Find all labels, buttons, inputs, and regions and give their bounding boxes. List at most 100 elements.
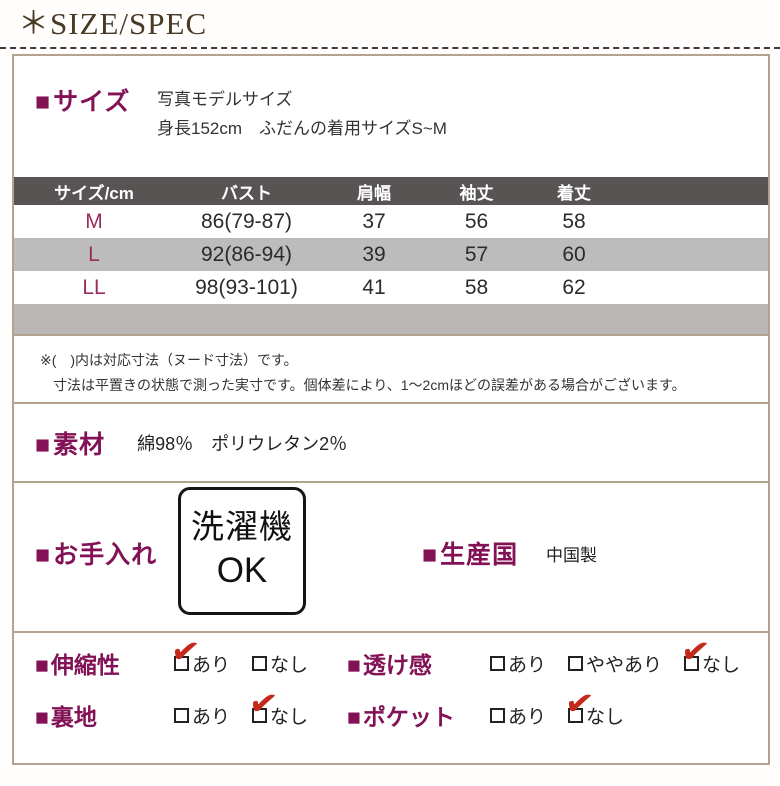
cell-shoulder: 37 <box>362 209 386 233</box>
size-section: ■サイズ 写真モデルサイズ 身長152cm ふだんの着用サイズS~M <box>14 56 768 177</box>
option-label: なし <box>270 706 309 728</box>
table-row: LL 98(93-101) 41 58 62 <box>14 271 768 304</box>
origin-label-text: 生産国 <box>440 541 519 569</box>
sheer-label: ■透け感 <box>347 646 490 680</box>
model-info: 写真モデルサイズ 身長152cm ふだんの着用サイズS~M <box>157 82 447 177</box>
red-checkmark-icon: ✔ <box>562 682 597 725</box>
cell-bust: 86(79-87) <box>200 209 293 233</box>
option-label: あり <box>508 706 547 728</box>
cell-shoulder: 41 <box>362 275 386 299</box>
cell-size: LL <box>82 275 106 299</box>
spec-box: ■サイズ 写真モデルサイズ 身長152cm ふだんの着用サイズS~M サイズ/c… <box>12 54 770 765</box>
material-value: 綿98％ ポリウレタン2％ <box>137 433 348 454</box>
cell-length: 58 <box>562 209 586 233</box>
square-bullet-icon: ■ <box>35 88 52 116</box>
option-lining-ari: ✔ あり <box>174 702 230 729</box>
stretch-label: ■伸縮性 <box>35 646 174 680</box>
red-checkmark-icon: ✔ <box>168 630 203 673</box>
model-info-line2: 身長152cm ふだんの着用サイズS~M <box>157 119 447 138</box>
size-section-label: ■サイズ <box>35 82 157 177</box>
cell-sleeve: 56 <box>464 209 489 233</box>
care-label-text: お手入れ <box>53 541 158 569</box>
cell-size: M <box>85 209 103 233</box>
size-spec-page: ＊SIZE/SPEC ■サイズ 写真モデルサイズ 身長152cm ふだんの着用サ… <box>0 6 780 765</box>
material-label-text: 素材 <box>53 430 106 459</box>
square-bullet-icon: ■ <box>347 704 361 730</box>
cell-shoulder: 39 <box>362 242 386 266</box>
checkbox-icon: ✔ <box>563 683 597 725</box>
sheer-label-text: 透け感 <box>362 652 432 678</box>
square-bullet-icon: ■ <box>35 430 52 459</box>
option-label: ややあり <box>586 654 663 676</box>
attr-row-stretch-sheer: ■伸縮性 ✔ あり ✔ なし ■透け感 ✔ <box>14 631 768 691</box>
table-footer-band <box>14 304 768 334</box>
care-label: ■お手入れ <box>35 535 157 571</box>
col-header-sleeve: 袖丈 <box>459 183 494 203</box>
attr-sheer: ■透け感 ✔ あり ✔ ややあり ✔ なし <box>347 631 762 680</box>
option-label: なし <box>586 706 625 728</box>
size-label-text: サイズ <box>53 88 131 116</box>
col-header-length: 着丈 <box>557 183 591 203</box>
stretch-label-text: 伸縮性 <box>50 652 120 678</box>
note-section: ※( )内は対応寸法（ヌード寸法）です。 寸法は平置きの状態で測った実寸です。個… <box>14 334 768 402</box>
checkbox-icon: ✔ <box>174 707 189 723</box>
option-lining-nashi: ✔ なし <box>247 683 309 729</box>
cell-bust: 92(86-94) <box>200 242 293 266</box>
square-bullet-icon: ■ <box>35 541 52 569</box>
origin-value: 中国製 <box>546 546 597 565</box>
red-checkmark-icon: ✔ <box>678 630 713 673</box>
option-sheer-ari: ✔ あり <box>490 650 546 677</box>
machine-washable-badge: 洗濯機 OK <box>178 487 306 615</box>
checkbox-icon: ✔ <box>490 655 505 671</box>
table-row: M 86(79-87) 37 56 58 <box>14 205 768 238</box>
option-label: なし <box>270 654 309 676</box>
note-line1: ※( )内は対応寸法（ヌード寸法）です。 <box>40 352 298 368</box>
red-checkmark-icon: ✔ <box>246 682 281 725</box>
badge-line2: OK <box>216 551 268 590</box>
checkbox-icon: ✔ <box>568 655 584 671</box>
col-header-bust: バスト <box>221 183 272 203</box>
cell-size: L <box>88 242 100 266</box>
cell-length: 62 <box>562 275 586 299</box>
square-bullet-icon: ■ <box>422 541 439 569</box>
col-header-size: サイズ/cm <box>54 183 134 203</box>
checkbox-icon: ✔ <box>252 655 268 671</box>
checkbox-icon: ✔ <box>168 631 202 673</box>
material-section: ■素材 綿98％ ポリウレタン2％ <box>14 402 768 481</box>
page-title: ＊SIZE/SPEC <box>18 6 208 41</box>
size-table-header-row: サイズ/cm バスト 肩幅 袖丈 着丈 <box>14 177 768 205</box>
attributes-section: ■伸縮性 ✔ あり ✔ なし ■透け感 ✔ <box>14 631 768 767</box>
cell-length: 60 <box>562 242 586 266</box>
care-section: ■お手入れ 洗濯機 OK ■生産国 中国製 <box>14 481 768 631</box>
option-pocket-nashi: ✔ なし <box>563 683 625 729</box>
cell-sleeve: 58 <box>464 275 489 299</box>
checkbox-icon: ✔ <box>679 631 713 673</box>
note-line2: 寸法は平置きの状態で測った実寸です。個体差により、1～2cmほどの誤差がある場合… <box>53 377 686 393</box>
size-table: サイズ/cm バスト 肩幅 袖丈 着丈 M 86(79-87) 37 56 58… <box>14 177 768 334</box>
square-bullet-icon: ■ <box>347 652 361 678</box>
option-sheer-yaya-ari: ✔ ややあり <box>568 650 662 677</box>
dashed-divider <box>0 47 780 49</box>
table-row: L 92(86-94) 39 57 60 <box>14 238 768 271</box>
option-sheer-nashi: ✔ なし <box>679 631 741 677</box>
pocket-label-text: ポケット <box>362 704 455 730</box>
option-stretch-nashi: ✔ なし <box>252 650 308 677</box>
attr-row-lining-pocket: ■裏地 ✔ あり ✔ なし ■ポケット ✔ <box>14 683 768 739</box>
cell-bust: 98(93-101) <box>195 275 298 299</box>
material-label: ■素材 <box>35 425 105 461</box>
badge-line1: 洗濯機 <box>191 508 293 545</box>
option-label: あり <box>508 654 547 676</box>
pocket-label: ■ポケット <box>347 698 490 732</box>
col-header-shoulder: 肩幅 <box>357 183 391 203</box>
option-pocket-ari: ✔ あり <box>490 702 546 729</box>
model-info-line1: 写真モデルサイズ <box>157 90 293 109</box>
attr-stretch: ■伸縮性 ✔ あり ✔ なし <box>35 631 347 680</box>
square-bullet-icon: ■ <box>35 704 49 730</box>
option-label: あり <box>192 654 231 676</box>
cell-sleeve: 57 <box>464 242 489 266</box>
option-label: あり <box>192 706 231 728</box>
lining-label-text: 裏地 <box>50 704 97 730</box>
lining-label: ■裏地 <box>35 698 174 732</box>
checkbox-icon: ✔ <box>490 707 505 723</box>
checkbox-icon: ✔ <box>247 683 281 725</box>
